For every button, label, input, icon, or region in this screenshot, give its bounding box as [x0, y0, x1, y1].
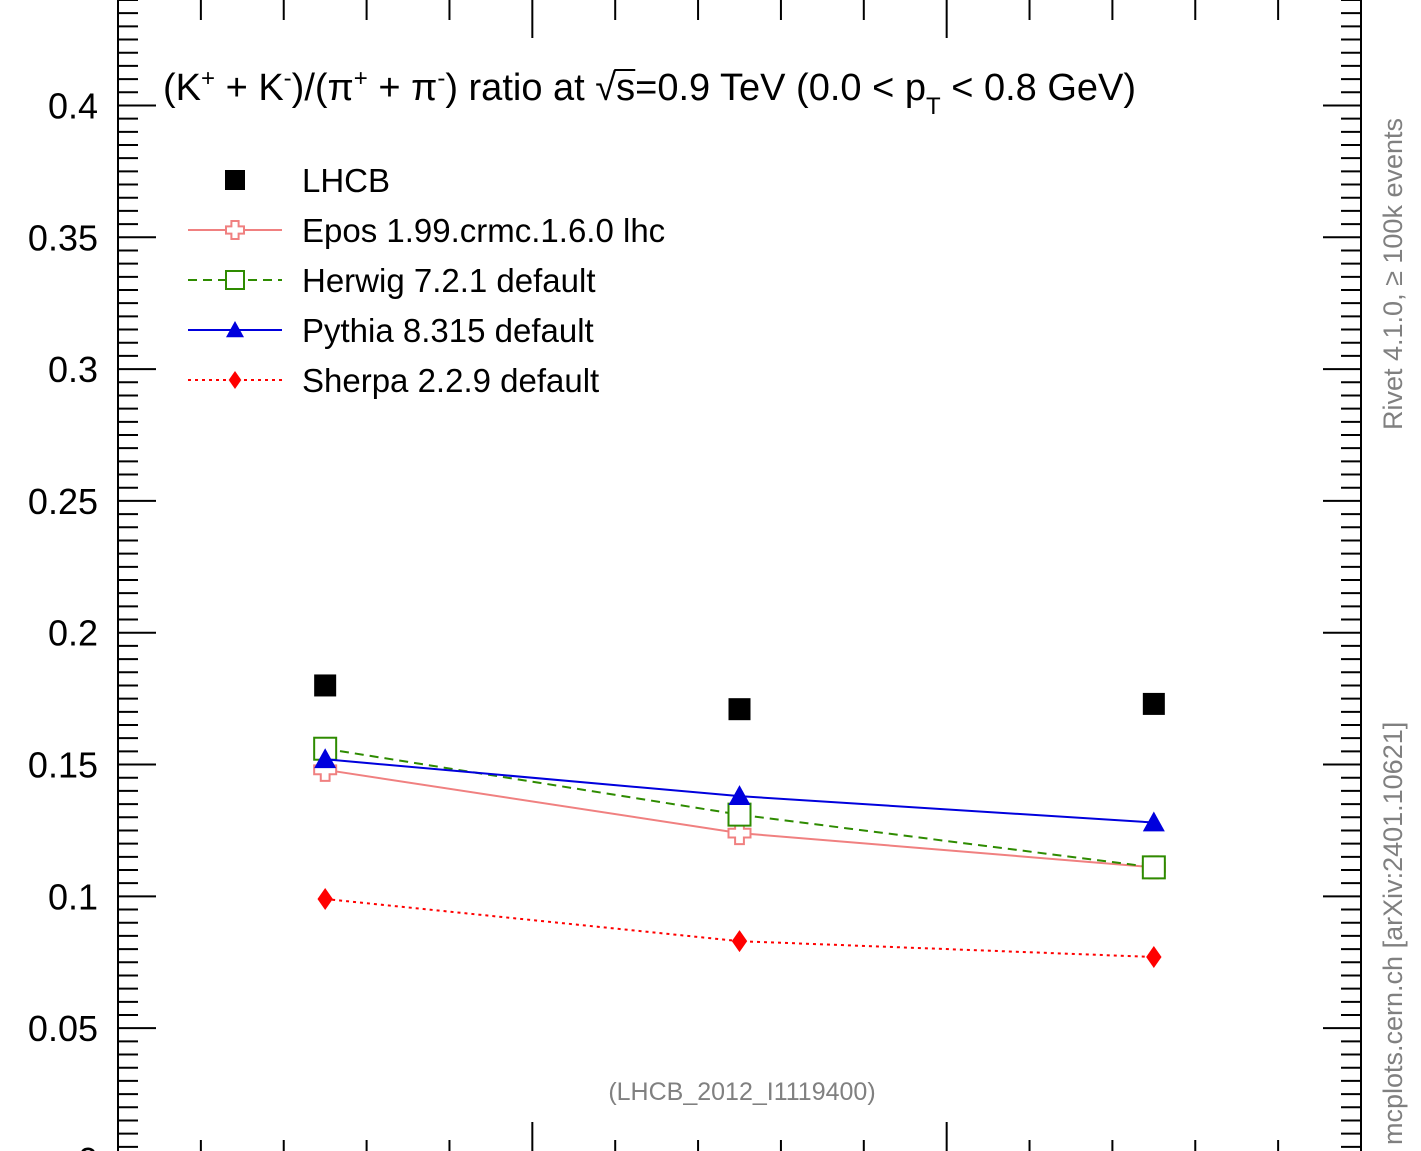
- data-point: [1146, 946, 1162, 968]
- y-tick-label: 0.35: [28, 217, 98, 258]
- legend: LHCB Epos 1.99.crmc.1.6.0 lhc Herwig 7.2.1…: [188, 162, 665, 399]
- analysis-id-label: (LHCB_2012_I1119400): [608, 1078, 875, 1106]
- data-point: [1142, 811, 1165, 832]
- rivet-version-label: Rivet 4.1.0, ≥ 100k events: [1378, 118, 1408, 430]
- data-point: [728, 785, 751, 805]
- legend-marker: [225, 170, 245, 190]
- legend-label: Pythia 8.315 default: [302, 312, 594, 349]
- data-point: [727, 802, 752, 827]
- y-tick-label: 0.25: [28, 481, 98, 522]
- data-point: [1141, 855, 1166, 880]
- series-pythia: [314, 748, 1165, 832]
- y-tick-label: 0.3: [48, 349, 98, 390]
- data-point: [727, 821, 752, 846]
- y-tick-label: 0.05: [28, 1008, 98, 1049]
- data-point: [1142, 692, 1165, 715]
- y-tick-label: 0.15: [28, 745, 98, 786]
- chart-title: (K+ + K-)/(π+ + π-) ratio at √s=0.9 TeV …: [163, 65, 1136, 120]
- y-tick-label: 0.2: [48, 613, 98, 654]
- y-tick-labels: 0 0.05 0.1 0.15 0.2 0.25 0.3 0.35 0.4: [28, 85, 98, 1151]
- y-tick-label: 0: [78, 1140, 98, 1151]
- legend-entry: Pythia 8.315 default: [188, 312, 594, 349]
- legend-marker: [225, 270, 245, 290]
- legend-entry: Epos 1.99.crmc.1.6.0 lhc: [188, 212, 665, 249]
- legend-marker: [228, 371, 242, 389]
- legend-marker: [225, 220, 245, 240]
- data-point: [728, 698, 751, 721]
- data-point: [314, 748, 337, 769]
- data-point: [317, 888, 333, 910]
- data-point: [731, 930, 748, 953]
- y-tick-label: 0.1: [48, 876, 98, 917]
- series-layer: [313, 674, 1166, 968]
- legend-label: Epos 1.99.crmc.1.6.0 lhc: [302, 212, 665, 249]
- legend-entry: Herwig 7.2.1 default: [188, 262, 596, 299]
- mcplots-source-label: mcplots.cern.ch [arXiv:2401.10621]: [1378, 722, 1408, 1145]
- legend-label: Herwig 7.2.1 default: [302, 262, 596, 299]
- legend-marker: [226, 321, 244, 338]
- legend-label: Sherpa 2.2.9 default: [302, 362, 599, 399]
- data-point: [314, 674, 337, 697]
- legend-entry: Sherpa 2.2.9 default: [188, 362, 599, 399]
- legend-entry: LHCB: [225, 162, 390, 199]
- series-lhcb: [314, 674, 1165, 721]
- axis-ticks: [117, 0, 1362, 1151]
- series-sherpa: [317, 888, 1162, 968]
- legend-label: LHCB: [302, 162, 390, 199]
- y-tick-label: 0.4: [48, 85, 98, 126]
